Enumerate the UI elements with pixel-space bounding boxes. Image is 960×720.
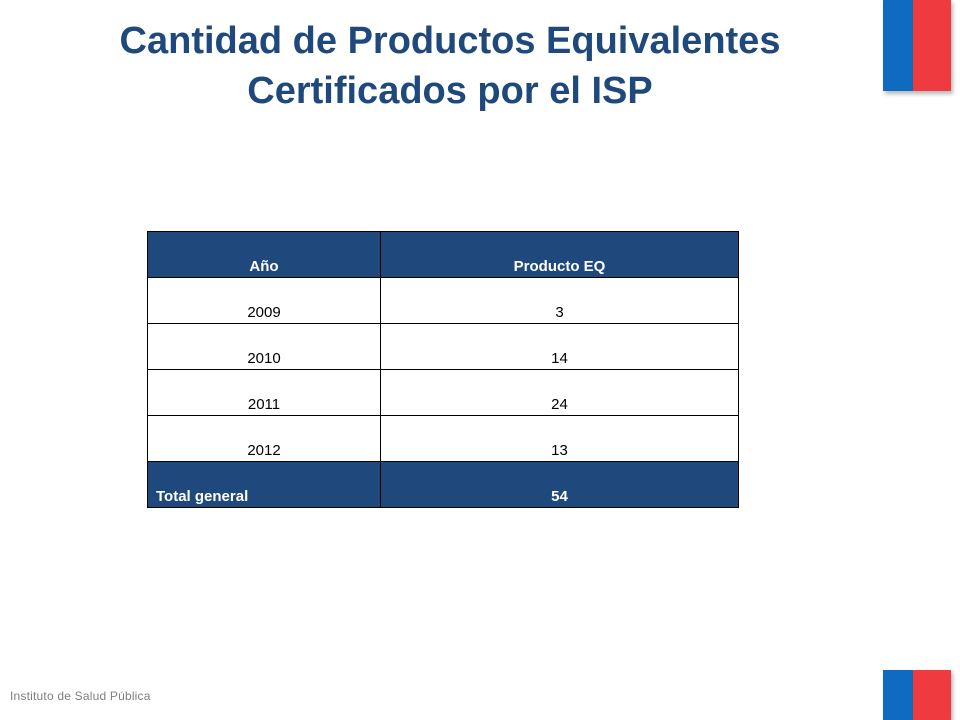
cell-count: 13	[380, 415, 739, 462]
table-row: 2012 13	[147, 415, 739, 462]
header-product-eq: Producto EQ	[380, 231, 739, 278]
cell-year: 2012	[147, 415, 381, 462]
slide-title: Cantidad de Productos Equivalentes Certi…	[60, 16, 840, 116]
cell-count: 24	[380, 369, 739, 416]
slide-title-line-1: Cantidad de Productos Equivalentes	[119, 20, 781, 62]
cell-year: 2009	[147, 277, 381, 324]
slide-title-line-2: Certificados por el ISP	[247, 70, 653, 112]
total-label: Total general	[147, 461, 381, 508]
flag-red-stripe	[913, 0, 951, 91]
products-table: Año Producto EQ 2009 3 2010 14 2011 24 2…	[147, 231, 739, 508]
cell-count: 14	[380, 323, 739, 370]
table-row: 2009 3	[147, 277, 739, 324]
total-value: 54	[380, 461, 739, 508]
header-year: Año	[147, 231, 381, 278]
table-header-row: Año Producto EQ	[147, 231, 739, 278]
chile-flag-logo-bottom	[883, 670, 951, 720]
footer-institution: Instituto de Salud Pública	[10, 689, 151, 703]
flag-red-stripe	[913, 670, 951, 720]
chile-flag-logo-top	[883, 0, 951, 91]
cell-year: 2010	[147, 323, 381, 370]
flag-blue-stripe	[883, 670, 913, 720]
table-row: 2010 14	[147, 323, 739, 370]
table-total-row: Total general 54	[147, 461, 739, 508]
cell-year: 2011	[147, 369, 381, 416]
flag-blue-stripe	[883, 0, 913, 91]
table-row: 2011 24	[147, 369, 739, 416]
cell-count: 3	[380, 277, 739, 324]
